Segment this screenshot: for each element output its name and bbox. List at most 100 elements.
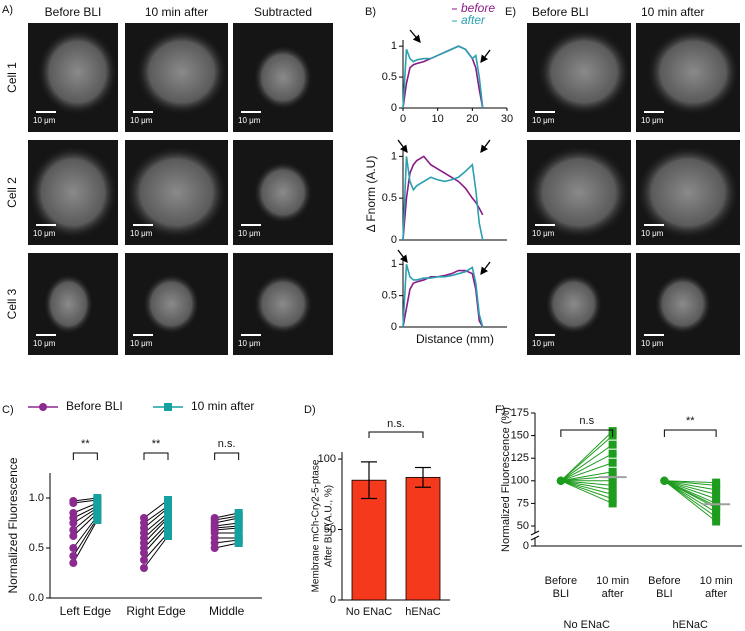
arrows: [397, 29, 491, 276]
row-label: Cell 2: [5, 177, 19, 208]
scale-bar-label: 10 μm: [641, 339, 664, 348]
data-point: [69, 552, 78, 560]
panel-label: B): [365, 6, 376, 18]
x-tick-label: 0: [400, 113, 406, 125]
scale-bar-label: 10 μm: [641, 229, 664, 238]
data-line: [402, 155, 484, 241]
y-tick-label: 1: [391, 258, 397, 270]
data-point: [608, 449, 617, 458]
pair-line: [560, 430, 613, 482]
y-axis-label: Normalized Fluorescence (%): [500, 407, 512, 552]
data-line: [402, 264, 484, 328]
column-header: Before BLI: [532, 5, 589, 19]
bracket: [72, 452, 98, 460]
y-tick-label: 1.0: [29, 492, 44, 504]
y-tick-label: 0: [523, 540, 529, 552]
panel-label: E): [505, 6, 516, 18]
data-point: [164, 514, 172, 522]
pair-line: [560, 435, 613, 482]
panel-label: D): [304, 404, 316, 416]
data-line: [402, 45, 484, 109]
y-tick-label: 0: [391, 234, 397, 246]
pair-line: [664, 480, 717, 522]
bracket: [663, 429, 717, 437]
y-tick-label: 100: [318, 453, 336, 465]
pair-line: [560, 444, 613, 482]
x-tick-label: 10 min after: [596, 575, 630, 600]
y-tick-label: 1: [391, 150, 397, 162]
cell-image: [646, 28, 740, 116]
data-point: [712, 512, 721, 521]
y-axis-label: Normalized Fluorescence: [6, 457, 20, 593]
data-point: [140, 556, 148, 564]
pair-line: [72, 519, 98, 564]
cell-image: [43, 273, 94, 335]
scale-bar-label: 10 μm: [130, 116, 153, 125]
cell-image: [37, 28, 118, 116]
data-point: [608, 467, 617, 476]
data-point: [210, 544, 219, 552]
annotation: **: [686, 415, 695, 427]
data-point: [660, 476, 669, 485]
data-point: [556, 476, 565, 485]
panel-label: C): [2, 404, 14, 416]
data-point: [69, 559, 78, 567]
y-tick-label: 75: [517, 497, 529, 509]
cell-image: [253, 161, 313, 224]
data-point: [712, 494, 721, 503]
annotation: n.s.: [387, 418, 405, 430]
pair-line: [560, 480, 613, 491]
data-point: [712, 485, 721, 494]
column-header: 10 min after: [145, 5, 208, 19]
pair-line: [560, 480, 613, 500]
scale-bar-label: 10 μm: [238, 116, 261, 125]
scale-bar-label: 10 μm: [532, 339, 555, 348]
x-tick-label: 10 min after: [699, 575, 733, 600]
scale-bar-label: 10 μm: [238, 339, 261, 348]
annotation: **: [81, 438, 90, 450]
column-header: 10 min after: [641, 5, 704, 19]
pair-line: [664, 480, 717, 500]
cell-image: [527, 145, 631, 240]
bracket: [214, 452, 240, 460]
x-tick-label: Middle: [209, 604, 245, 618]
data-point: [608, 458, 617, 467]
bar: [405, 476, 441, 601]
cell-image: [544, 273, 603, 335]
data-line: [402, 156, 484, 241]
y-tick-label: 1: [391, 40, 397, 52]
column-header: Subtracted: [254, 5, 312, 19]
data-point: [712, 508, 721, 517]
data-point: [608, 485, 617, 494]
y-tick-label: 0: [391, 321, 397, 333]
y-tick-label: 125: [511, 452, 529, 464]
data-point: [712, 517, 721, 526]
scale-bar-label: 10 μm: [130, 339, 153, 348]
row-label: Cell 3: [5, 288, 19, 319]
scale-bar-label: 10 μm: [33, 229, 56, 238]
data-point: [164, 532, 172, 540]
data-point: [69, 499, 78, 507]
y-tick-label: 0.5: [382, 71, 397, 83]
x-tick-label: Right Edge: [126, 604, 186, 618]
pair-line: [72, 517, 98, 557]
data-point: [93, 516, 102, 524]
bracket: [143, 452, 169, 460]
cell-image: [142, 273, 201, 335]
axis-break: [530, 530, 540, 541]
x-axis-label: Distance (mm): [416, 332, 494, 346]
x-tick-label: Left Edge: [60, 604, 112, 618]
y-tick-label: 0: [330, 594, 336, 606]
data-point: [69, 519, 78, 527]
x-tick-label: 30: [501, 113, 513, 125]
scale-bar-label: 10 μm: [33, 116, 56, 125]
annotation: **: [152, 438, 161, 450]
pair-line: [560, 480, 613, 486]
panel-label: F): [495, 404, 505, 416]
data-point: [608, 476, 617, 485]
bracket: [560, 429, 614, 437]
x-tick-label: hENaC: [405, 606, 441, 618]
cell-image: [125, 145, 228, 240]
pair-line: [560, 453, 613, 482]
